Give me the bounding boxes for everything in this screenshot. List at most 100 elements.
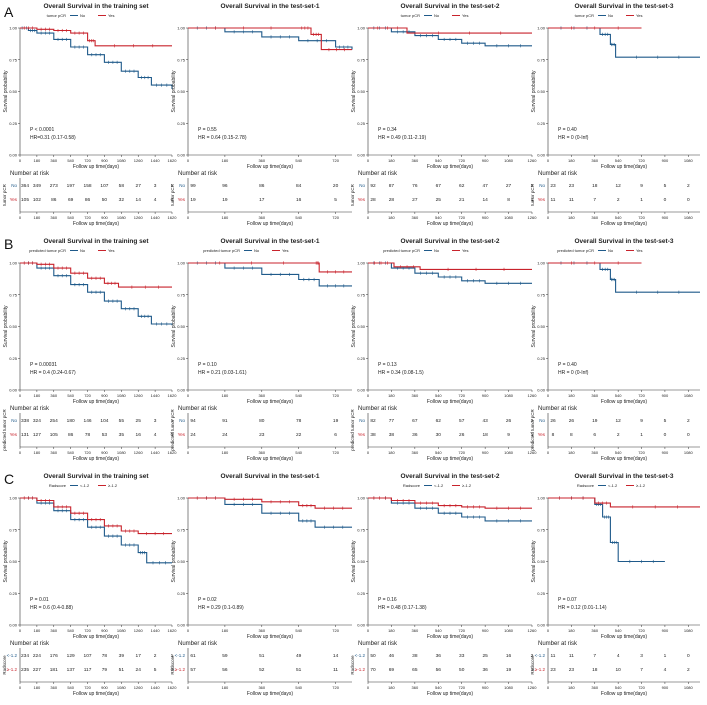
x-axis-label: Follow up time(days) — [247, 164, 293, 170]
risk-x-tick-label: 720 — [332, 215, 339, 220]
risk-count: 18 — [592, 667, 598, 673]
risk-table-title: Number at risk — [538, 406, 578, 412]
y-tick-label: 1.00 — [177, 26, 186, 31]
x-axis-label: Follow up time(days) — [73, 164, 119, 170]
legend-title: tumor pCR — [575, 13, 594, 18]
risk-x-axis-label: Follow up time(days) — [427, 221, 473, 227]
panel-title: Overall Survival in the test-set-2 — [401, 3, 500, 10]
risk-count: 23 — [569, 667, 575, 673]
risk-count: 50 — [370, 653, 376, 659]
survival-curve — [368, 497, 532, 509]
risk-x-tick-label: 540 — [67, 215, 74, 220]
y-tick-label: 0.00 — [357, 623, 366, 628]
risk-x-tick-label: 1080 — [684, 450, 694, 455]
risk-count: 43 — [482, 418, 488, 424]
x-tick-label: 720 — [84, 628, 91, 633]
y-tick-label: 0.00 — [357, 153, 366, 158]
risk-group-label: Yes — [10, 432, 18, 437]
x-tick-label: 1080 — [684, 158, 694, 163]
risk-count: 10 — [615, 667, 621, 673]
x-tick-label: 720 — [332, 158, 339, 163]
risk-count: 364 — [21, 183, 29, 189]
risk-y-label: tumor pCR — [170, 183, 175, 206]
risk-group-label: ≥-1.2 — [7, 667, 18, 672]
x-tick-label: 180 — [34, 628, 41, 633]
risk-group-label: <-1.2 — [175, 653, 186, 658]
risk-x-tick-label: 0 — [367, 685, 370, 690]
risk-count: 8 — [507, 197, 510, 203]
risk-x-tick-label: 900 — [101, 450, 108, 455]
risk-x-tick-label: 1260 — [134, 215, 144, 220]
x-tick-label: 0 — [187, 628, 190, 633]
survival-curve — [20, 497, 172, 564]
risk-count: 2 — [531, 183, 534, 189]
survival-curve — [368, 27, 532, 47]
y-tick-label: 0.75 — [177, 292, 186, 297]
x-tick-label: 1080 — [684, 393, 694, 398]
risk-group-label: ≥-1.2 — [535, 667, 546, 672]
risk-count: 176 — [50, 653, 58, 659]
risk-x-axis-label: Follow up time(days) — [247, 691, 293, 697]
risk-x-tick-label: 540 — [67, 685, 74, 690]
risk-count: 7 — [593, 197, 596, 203]
y-axis-label: Survival probability — [351, 305, 357, 347]
risk-x-tick-label: 1080 — [117, 685, 127, 690]
y-tick-label: 0.00 — [177, 153, 186, 158]
risk-count: 28 — [370, 197, 376, 203]
risk-x-axis-label: Follow up time(days) — [601, 456, 647, 462]
y-tick-label: 0.75 — [357, 527, 366, 532]
risk-count: 36 — [482, 667, 488, 673]
risk-group-label: Yes — [538, 197, 546, 202]
risk-count: 5 — [154, 667, 157, 673]
risk-y-label: predicted tumor pCR — [350, 408, 355, 450]
risk-count: 32 — [119, 197, 125, 203]
risk-table-title: Number at risk — [538, 171, 578, 177]
p-value: P = 0.16 — [378, 597, 397, 603]
y-tick-label: 1.00 — [9, 261, 18, 266]
risk-x-tick-label: 900 — [662, 215, 669, 220]
x-tick-label: 720 — [638, 158, 645, 163]
x-axis-label: Follow up time(days) — [73, 634, 119, 640]
p-value: P = 0.40 — [558, 362, 577, 368]
risk-count: 69 — [389, 667, 395, 673]
risk-count: 129 — [67, 653, 75, 659]
x-tick-label: 360 — [591, 628, 598, 633]
risk-count: 38 — [370, 432, 376, 438]
risk-x-tick-label: 540 — [615, 685, 622, 690]
risk-x-tick-label: 720 — [332, 685, 339, 690]
risk-x-tick-label: 180 — [222, 215, 229, 220]
p-value: P = 0.07 — [558, 597, 577, 603]
risk-x-tick-label: 360 — [258, 450, 265, 455]
survival-curve — [188, 27, 352, 51]
p-value: P < 0.0001 — [30, 127, 54, 133]
y-tick-label: 0.75 — [177, 527, 186, 532]
x-tick-label: 900 — [101, 158, 108, 163]
panel-title: Overall Survival in the test-set-1 — [221, 238, 320, 245]
hazard-ratio: HR = 0.48 (0.17-1.38) — [378, 605, 427, 611]
x-axis-label: Follow up time(days) — [427, 634, 473, 640]
x-tick-label: 540 — [67, 628, 74, 633]
risk-table-title: Number at risk — [178, 171, 218, 177]
risk-x-tick-label: 540 — [295, 215, 302, 220]
p-value: P = 0.02 — [198, 597, 217, 603]
x-axis-label: Follow up time(days) — [73, 399, 119, 405]
risk-count: 9 — [507, 432, 510, 438]
risk-y-label: Radscore — [350, 655, 355, 675]
risk-count: 19 — [222, 197, 228, 203]
risk-count: 2 — [687, 183, 690, 189]
y-tick-label: 1.00 — [537, 26, 546, 31]
risk-count: 56 — [222, 667, 228, 673]
x-axis-label: Follow up time(days) — [601, 634, 647, 640]
legend-title: predicted tumor pCR — [557, 248, 594, 253]
x-tick-label: 720 — [458, 158, 465, 163]
risk-x-tick-label: 1620 — [168, 450, 178, 455]
hazard-ratio: HR = 0.4 (0.24-0.67) — [30, 370, 76, 376]
risk-x-tick-label: 900 — [482, 685, 489, 690]
legend-title: predicted tumor pCR — [203, 248, 240, 253]
risk-x-tick-label: 360 — [258, 685, 265, 690]
risk-count: 77 — [389, 418, 395, 424]
survival-curve — [188, 262, 352, 273]
risk-count: 33 — [459, 653, 465, 659]
legend-label: <-1.2 — [608, 483, 618, 488]
risk-x-tick-label: 1080 — [504, 685, 514, 690]
